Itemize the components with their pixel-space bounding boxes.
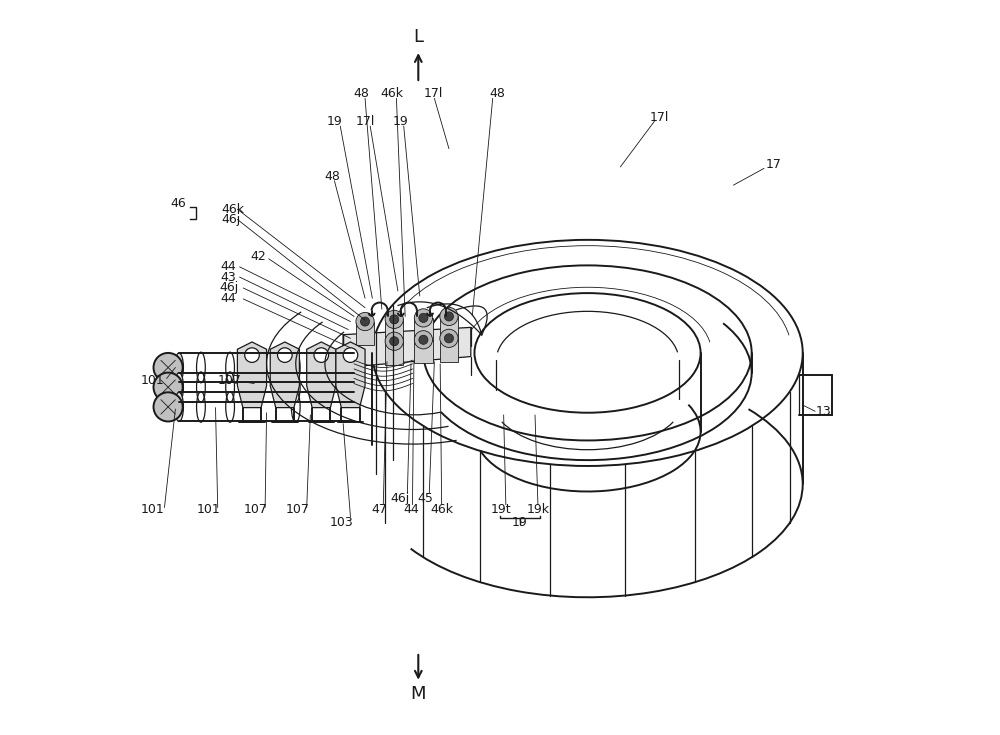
Circle shape xyxy=(385,332,403,351)
Text: M: M xyxy=(411,685,426,703)
Text: 17l: 17l xyxy=(423,87,443,101)
Circle shape xyxy=(154,392,183,421)
Polygon shape xyxy=(237,342,267,408)
Bar xyxy=(385,319,403,343)
Text: 42: 42 xyxy=(250,250,266,263)
Circle shape xyxy=(385,310,403,329)
Bar xyxy=(385,341,403,365)
Text: 46k: 46k xyxy=(221,203,244,215)
Text: 44: 44 xyxy=(221,293,237,306)
Text: 45: 45 xyxy=(417,492,433,505)
Circle shape xyxy=(154,353,183,382)
Circle shape xyxy=(440,329,458,348)
Text: 46j: 46j xyxy=(221,213,241,226)
Text: 48: 48 xyxy=(353,87,369,101)
Text: 48: 48 xyxy=(324,170,340,183)
Text: 44: 44 xyxy=(403,503,419,516)
Circle shape xyxy=(390,315,399,324)
Text: 43: 43 xyxy=(221,270,237,284)
Circle shape xyxy=(414,331,433,349)
Polygon shape xyxy=(307,342,336,408)
Ellipse shape xyxy=(175,373,183,402)
Ellipse shape xyxy=(175,353,183,382)
Text: 107: 107 xyxy=(218,374,242,387)
Bar xyxy=(414,340,433,363)
Bar xyxy=(440,317,458,340)
Circle shape xyxy=(278,348,292,362)
Bar xyxy=(414,318,433,341)
Circle shape xyxy=(419,335,428,344)
Text: 13: 13 xyxy=(815,405,831,417)
Text: 107: 107 xyxy=(244,503,268,516)
Polygon shape xyxy=(270,342,299,408)
Circle shape xyxy=(314,348,329,362)
Text: 46j: 46j xyxy=(390,492,410,505)
Circle shape xyxy=(245,348,259,362)
Text: 46k: 46k xyxy=(381,87,404,101)
Text: L: L xyxy=(413,28,423,46)
Polygon shape xyxy=(336,342,365,408)
Circle shape xyxy=(444,334,453,343)
Text: 48: 48 xyxy=(490,87,506,101)
Text: 47: 47 xyxy=(372,503,388,516)
Circle shape xyxy=(444,312,453,321)
Ellipse shape xyxy=(175,392,183,421)
Text: 101: 101 xyxy=(196,503,220,516)
Circle shape xyxy=(419,313,428,323)
Text: 17: 17 xyxy=(766,158,781,171)
Text: 17l: 17l xyxy=(355,115,375,128)
Text: 46k: 46k xyxy=(430,503,453,516)
Text: 19: 19 xyxy=(392,115,408,128)
Text: 19: 19 xyxy=(512,516,528,528)
Circle shape xyxy=(390,337,399,345)
Text: 46j: 46j xyxy=(219,282,238,295)
Text: 19t: 19t xyxy=(491,503,512,516)
Circle shape xyxy=(360,317,370,326)
Bar xyxy=(440,338,458,362)
Text: 46: 46 xyxy=(171,197,186,210)
Circle shape xyxy=(440,307,458,326)
Circle shape xyxy=(154,373,183,402)
Text: 19: 19 xyxy=(327,115,342,128)
Circle shape xyxy=(356,312,374,331)
Polygon shape xyxy=(343,327,471,368)
Bar xyxy=(356,321,374,345)
Text: 17l: 17l xyxy=(649,111,669,123)
Text: 101: 101 xyxy=(141,503,165,516)
Circle shape xyxy=(343,348,358,362)
Text: 107: 107 xyxy=(286,503,310,516)
Text: 44: 44 xyxy=(221,260,237,273)
Text: 101: 101 xyxy=(140,374,164,387)
Text: 19k: 19k xyxy=(527,503,550,516)
Circle shape xyxy=(414,309,433,327)
Text: 103: 103 xyxy=(330,516,354,528)
